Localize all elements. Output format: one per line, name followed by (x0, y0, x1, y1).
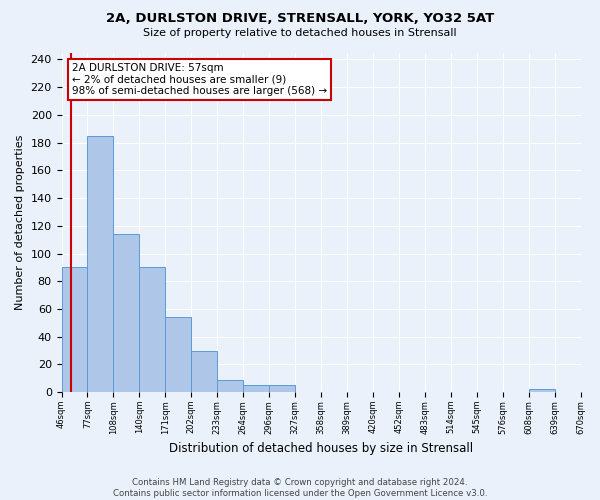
Text: Size of property relative to detached houses in Strensall: Size of property relative to detached ho… (143, 28, 457, 38)
Bar (62, 268, 88, 392)
Bar (139, 268, 166, 392)
Bar (88, 136, 113, 392)
Bar (191, 350, 217, 392)
Bar (269, 385, 295, 392)
Text: Contains HM Land Registry data © Crown copyright and database right 2024.
Contai: Contains HM Land Registry data © Crown c… (113, 478, 487, 498)
Bar (529, 390, 554, 392)
Bar (166, 318, 191, 392)
Text: 2A, DURLSTON DRIVE, STRENSALL, YORK, YO32 5AT: 2A, DURLSTON DRIVE, STRENSALL, YORK, YO3… (106, 12, 494, 26)
Bar (243, 385, 269, 392)
Y-axis label: Number of detached properties: Number of detached properties (15, 134, 25, 310)
X-axis label: Distribution of detached houses by size in Strensall: Distribution of detached houses by size … (169, 442, 473, 455)
Text: 2A DURLSTON DRIVE: 57sqm
← 2% of detached houses are smaller (9)
98% of semi-det: 2A DURLSTON DRIVE: 57sqm ← 2% of detache… (72, 62, 327, 96)
Bar (217, 380, 243, 392)
Bar (113, 234, 139, 392)
